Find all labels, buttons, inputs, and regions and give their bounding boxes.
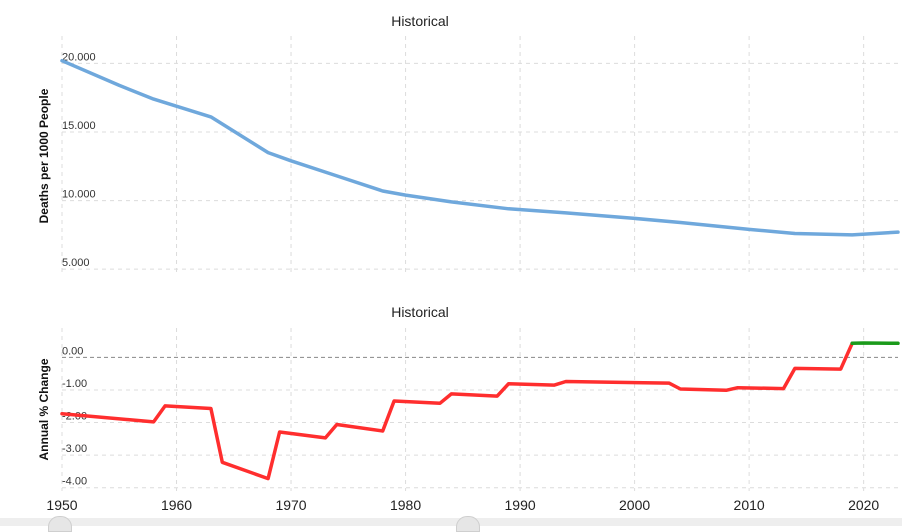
x-tick-label: 2000 [619, 497, 650, 513]
y-tick-label: 0.00 [62, 345, 83, 357]
y-tick-label: -3.00 [62, 443, 87, 455]
x-tick-label: 1950 [46, 497, 77, 513]
series-line-1 [62, 61, 898, 235]
y-axis-label: Deaths per 1000 People [37, 88, 51, 223]
y-axis-label: Annual % Change [37, 358, 51, 460]
y-tick-label: 15.000 [62, 120, 96, 132]
x-tick-label: 1970 [275, 497, 306, 513]
series-line-1 [62, 343, 852, 478]
x-tick-label: 2010 [734, 497, 765, 513]
y-tick-label: -4.00 [62, 476, 87, 488]
x-tick-label: 1990 [505, 497, 536, 513]
range-handle-right[interactable] [456, 516, 480, 532]
range-scrollbar[interactable] [0, 518, 902, 526]
x-tick-label: 1980 [390, 497, 421, 513]
range-handle-left[interactable] [48, 516, 72, 532]
y-tick-label: 5.000 [62, 257, 90, 269]
chart-title: Historical [391, 304, 449, 320]
x-tick-label: 1960 [161, 497, 192, 513]
chart-panel-2: -4.00-3.00-2.00-1.000.00HistoricalAnnual… [37, 304, 898, 513]
y-tick-label: 10.000 [62, 189, 96, 201]
y-tick-label: -1.00 [62, 378, 87, 390]
x-tick-label: 2020 [848, 497, 879, 513]
chart-panel-1: 5.00010.00015.00020.000HistoricalDeaths … [37, 13, 898, 276]
chart-title: Historical [391, 13, 449, 29]
